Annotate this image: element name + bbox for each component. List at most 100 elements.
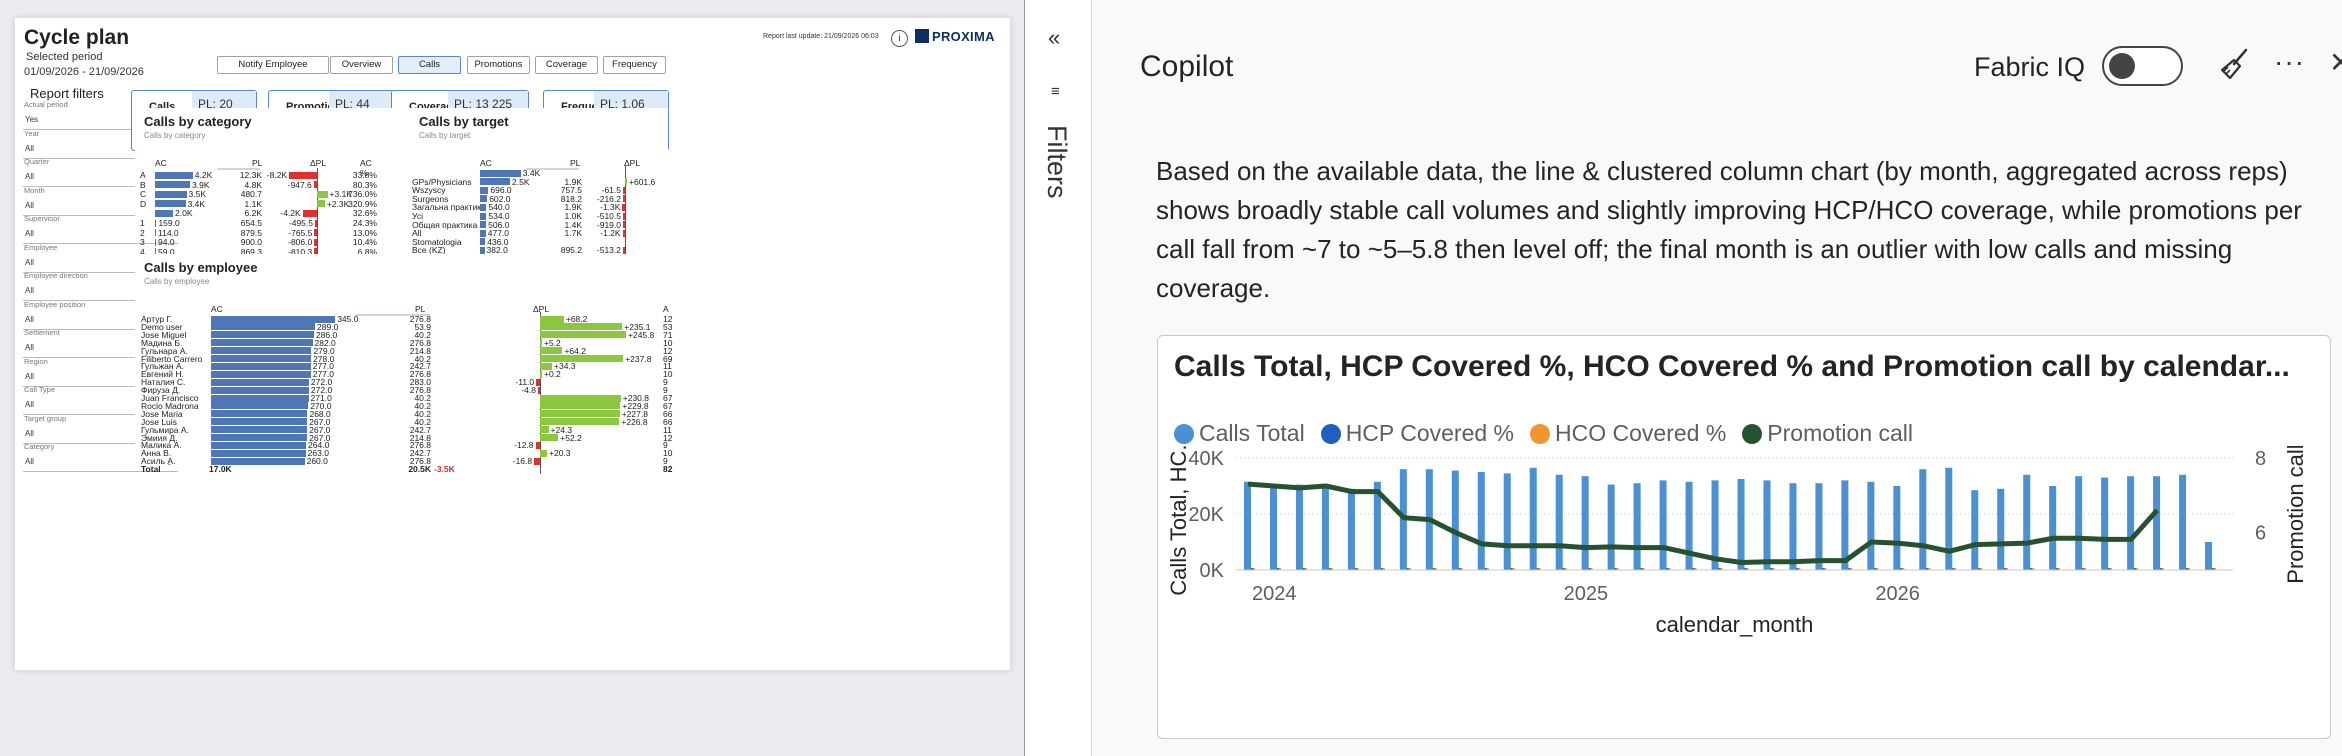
ac-value: 270.0 (310, 400, 332, 411)
nav-coverage[interactable]: Coverage (535, 56, 598, 74)
filters-pane-label[interactable]: Filters (1042, 125, 1072, 199)
header-underline (527, 168, 579, 170)
nav-promotions[interactable]: Promotions (467, 56, 530, 74)
hco-covered-bar (2110, 568, 2113, 570)
nav-notify-employee[interactable]: Notify Employee (217, 56, 329, 74)
delta-bar (535, 441, 540, 449)
row-label: Rocio Madrona (141, 400, 199, 411)
delta-axis (540, 312, 541, 475)
legend-label: HCP Covered % (1345, 420, 1514, 446)
combo-chart: 0K 20K 40K 6 8 2024 2025 2026 calendar_month Call… (1166, 446, 2308, 637)
row-label: A (140, 170, 146, 180)
ac-value: 3.5K (188, 189, 207, 200)
filter-label: Year (24, 128, 40, 138)
row-label: Усі (412, 211, 423, 221)
ac-value: 59.0 (158, 246, 175, 257)
row-label: Stomatologia (412, 236, 462, 247)
calls-total-bar (2153, 476, 2161, 570)
calls-total-bar (1555, 474, 1563, 570)
filter-value: All (25, 371, 34, 381)
x-tick-label: 2026 (1875, 583, 1920, 605)
hcp-covered-bar (2004, 568, 2007, 570)
fabric-iq-toggle[interactable] (2102, 46, 2183, 86)
nav-overview[interactable]: Overview (330, 56, 393, 74)
copilot-pane: Copilot Fabric IQ ··· ✕ Based on the ava… (1092, 0, 2342, 756)
proxima-logo: PROXIMA (915, 29, 995, 44)
row-label: Анна В. (141, 448, 172, 459)
pl-value: 879.5 (240, 227, 262, 238)
filter-label: Target group (24, 413, 67, 423)
nav-calls[interactable]: Calls (398, 56, 461, 74)
filter-label: Category (24, 442, 55, 451)
legend-item[interactable]: HCO Covered % (1530, 420, 1726, 446)
hco-covered-bar (1408, 568, 1411, 570)
delta-bar (540, 362, 552, 370)
ac-value: 279.0 (313, 345, 335, 356)
filters-pane-collapsed[interactable]: « ≡ Filters (1024, 0, 1092, 756)
delta-value: +227.8 (621, 408, 648, 419)
nav-frequency[interactable]: Frequency (603, 56, 666, 74)
ac-bar (480, 221, 487, 229)
delta-bar (622, 203, 625, 211)
calls-total-bar (1503, 473, 1511, 570)
ac-value: 94.0 (158, 237, 175, 248)
info-icon[interactable]: i (891, 30, 908, 47)
extra-value: 11 (663, 361, 672, 372)
legend-item[interactable]: HCP Covered % (1320, 420, 1514, 446)
legend-item[interactable]: Calls Total (1174, 420, 1305, 446)
hcp-covered-bar (1432, 568, 1435, 570)
calls-total-bar (1867, 481, 1875, 570)
column-header: AC (211, 304, 223, 314)
hcp-covered-bar (1978, 568, 1981, 570)
delta-bar (623, 246, 625, 254)
ac-bar (480, 195, 488, 203)
panel-subtitle: Calls by target (419, 131, 471, 140)
ac-value: 282.0 (314, 337, 336, 348)
hcp-covered-bar (1952, 568, 1955, 570)
row-label: D (140, 198, 147, 209)
pl-value: 818.2 (560, 193, 582, 204)
delta-value: -61.5 (601, 185, 621, 196)
ac-bar (211, 410, 308, 418)
extra-value: 67 (663, 400, 673, 411)
legend-dot-icon (1742, 424, 1763, 444)
ac-bar (480, 169, 521, 177)
ac-value: 477.0 (487, 228, 510, 239)
expand-filters-icon[interactable]: « (1048, 25, 1061, 50)
calls-total-bar (2205, 542, 2213, 570)
filter-value: Yes (25, 115, 39, 124)
hco-covered-bar (1253, 568, 1255, 570)
hcp-covered-bar (2030, 568, 2033, 570)
delta-value: -16.8 (512, 456, 533, 467)
calls-total-bar (1321, 484, 1329, 570)
ac-bar (211, 386, 309, 394)
panel-subtitle: Calls by employee (144, 277, 210, 286)
more-options-icon[interactable]: ··· (2274, 46, 2305, 77)
hcp-covered-bar (1770, 568, 1773, 570)
delta-value: -806.0 (288, 237, 313, 248)
ac-value: 289.0 (317, 321, 339, 332)
extra-value: 10 (663, 369, 673, 380)
calls-total-bar (1945, 467, 1953, 570)
ac-value: 264.0 (308, 440, 330, 451)
close-icon[interactable]: ✕ (2329, 47, 2342, 78)
hco-covered-bar (2136, 568, 2139, 570)
extra-value: 11 (663, 424, 672, 435)
pl-value: 276.8 (409, 385, 431, 396)
ac-value: 267.0 (309, 416, 331, 427)
row-label: C (140, 189, 147, 200)
ac-bar (211, 457, 305, 465)
hco-covered-bar (1954, 568, 1957, 570)
filter-label: Region (24, 356, 48, 366)
ac-bar (211, 449, 306, 457)
pl-value: 1.1K (244, 198, 263, 209)
delta-value: +601.6 (629, 176, 656, 187)
hco-covered-bar (1824, 568, 1827, 570)
legend-item[interactable]: Promotion call (1742, 420, 1913, 446)
total-ac: 17.0K (209, 464, 232, 475)
row-label: Jose Miguel (141, 329, 187, 340)
extra-value: 9 (663, 385, 668, 396)
clear-chat-broom-icon[interactable] (2216, 44, 2256, 84)
delta-value: -1.3K (600, 202, 621, 213)
hcp-covered-bar (1458, 568, 1461, 570)
